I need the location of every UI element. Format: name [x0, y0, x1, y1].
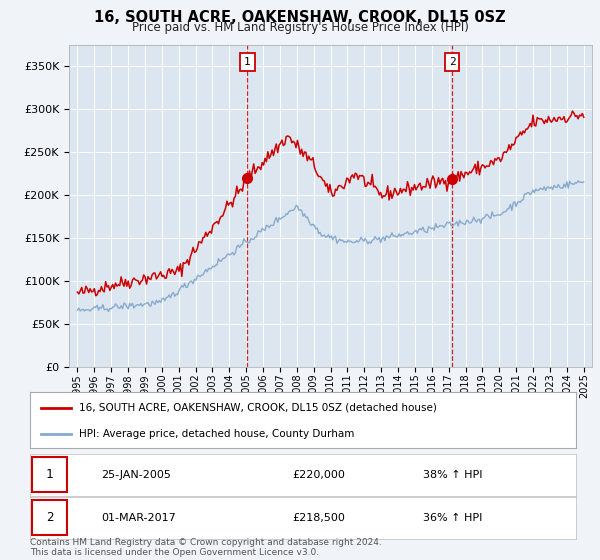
Text: 1: 1	[46, 468, 53, 481]
Text: 16, SOUTH ACRE, OAKENSHAW, CROOK, DL15 0SZ (detached house): 16, SOUTH ACRE, OAKENSHAW, CROOK, DL15 0…	[79, 403, 437, 413]
Text: 16, SOUTH ACRE, OAKENSHAW, CROOK, DL15 0SZ: 16, SOUTH ACRE, OAKENSHAW, CROOK, DL15 0…	[94, 10, 506, 25]
Text: Contains HM Land Registry data © Crown copyright and database right 2024.
This d: Contains HM Land Registry data © Crown c…	[30, 538, 382, 557]
Text: 25-JAN-2005: 25-JAN-2005	[101, 470, 171, 479]
Text: £220,000: £220,000	[292, 470, 345, 479]
Text: 01-MAR-2017: 01-MAR-2017	[101, 513, 176, 522]
Text: 2: 2	[46, 511, 53, 524]
Text: HPI: Average price, detached house, County Durham: HPI: Average price, detached house, Coun…	[79, 429, 355, 439]
Text: £218,500: £218,500	[292, 513, 345, 522]
FancyBboxPatch shape	[32, 457, 67, 492]
Text: 2: 2	[449, 57, 455, 67]
Text: 36% ↑ HPI: 36% ↑ HPI	[423, 513, 482, 522]
Text: 1: 1	[244, 57, 251, 67]
FancyBboxPatch shape	[32, 500, 67, 535]
Text: Price paid vs. HM Land Registry's House Price Index (HPI): Price paid vs. HM Land Registry's House …	[131, 21, 469, 34]
Text: 38% ↑ HPI: 38% ↑ HPI	[423, 470, 482, 479]
